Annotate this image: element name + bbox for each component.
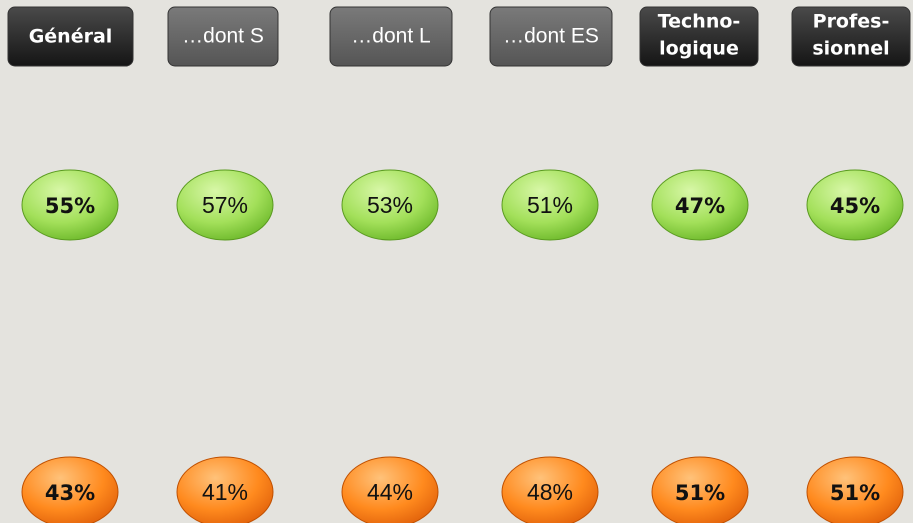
value-bubble bbox=[501, 169, 599, 241]
value-label: 53% bbox=[367, 192, 413, 218]
value-label: 44% bbox=[367, 479, 413, 505]
value-bubble bbox=[176, 169, 274, 241]
value-label: 47% bbox=[675, 194, 725, 218]
value-label: 48% bbox=[527, 479, 573, 505]
header-label: sionnel bbox=[812, 38, 889, 60]
value-bubble bbox=[651, 456, 749, 523]
header-box bbox=[7, 6, 134, 67]
value-label: 57% bbox=[202, 192, 248, 218]
header-box bbox=[639, 6, 759, 67]
value-bubble bbox=[21, 456, 119, 523]
value-label: 51% bbox=[830, 481, 880, 505]
header-box bbox=[489, 6, 613, 67]
value-bubble bbox=[21, 169, 119, 241]
value-bubble bbox=[651, 169, 749, 241]
header-label: logique bbox=[659, 38, 739, 60]
value-bubble bbox=[341, 456, 439, 523]
header-label: Général bbox=[29, 26, 113, 48]
value-label: 51% bbox=[527, 192, 573, 218]
header-label: …dont L bbox=[351, 25, 430, 48]
value-bubble bbox=[501, 456, 599, 523]
value-bubble bbox=[176, 456, 274, 523]
header-label: …dont ES bbox=[503, 25, 599, 48]
header-box bbox=[167, 6, 279, 67]
value-label: 55% bbox=[45, 194, 95, 218]
value-label: 51% bbox=[675, 481, 725, 505]
value-label: 45% bbox=[830, 194, 880, 218]
value-label: 41% bbox=[202, 479, 248, 505]
value-bubble bbox=[806, 169, 904, 241]
header-label: …dont S bbox=[182, 25, 264, 48]
value-label: 43% bbox=[45, 481, 95, 505]
header-box bbox=[329, 6, 453, 67]
header-box bbox=[791, 6, 911, 67]
header-label: Profes- bbox=[813, 11, 890, 33]
value-bubble bbox=[341, 169, 439, 241]
header-label: Techno- bbox=[658, 11, 741, 33]
value-bubble bbox=[806, 456, 904, 523]
